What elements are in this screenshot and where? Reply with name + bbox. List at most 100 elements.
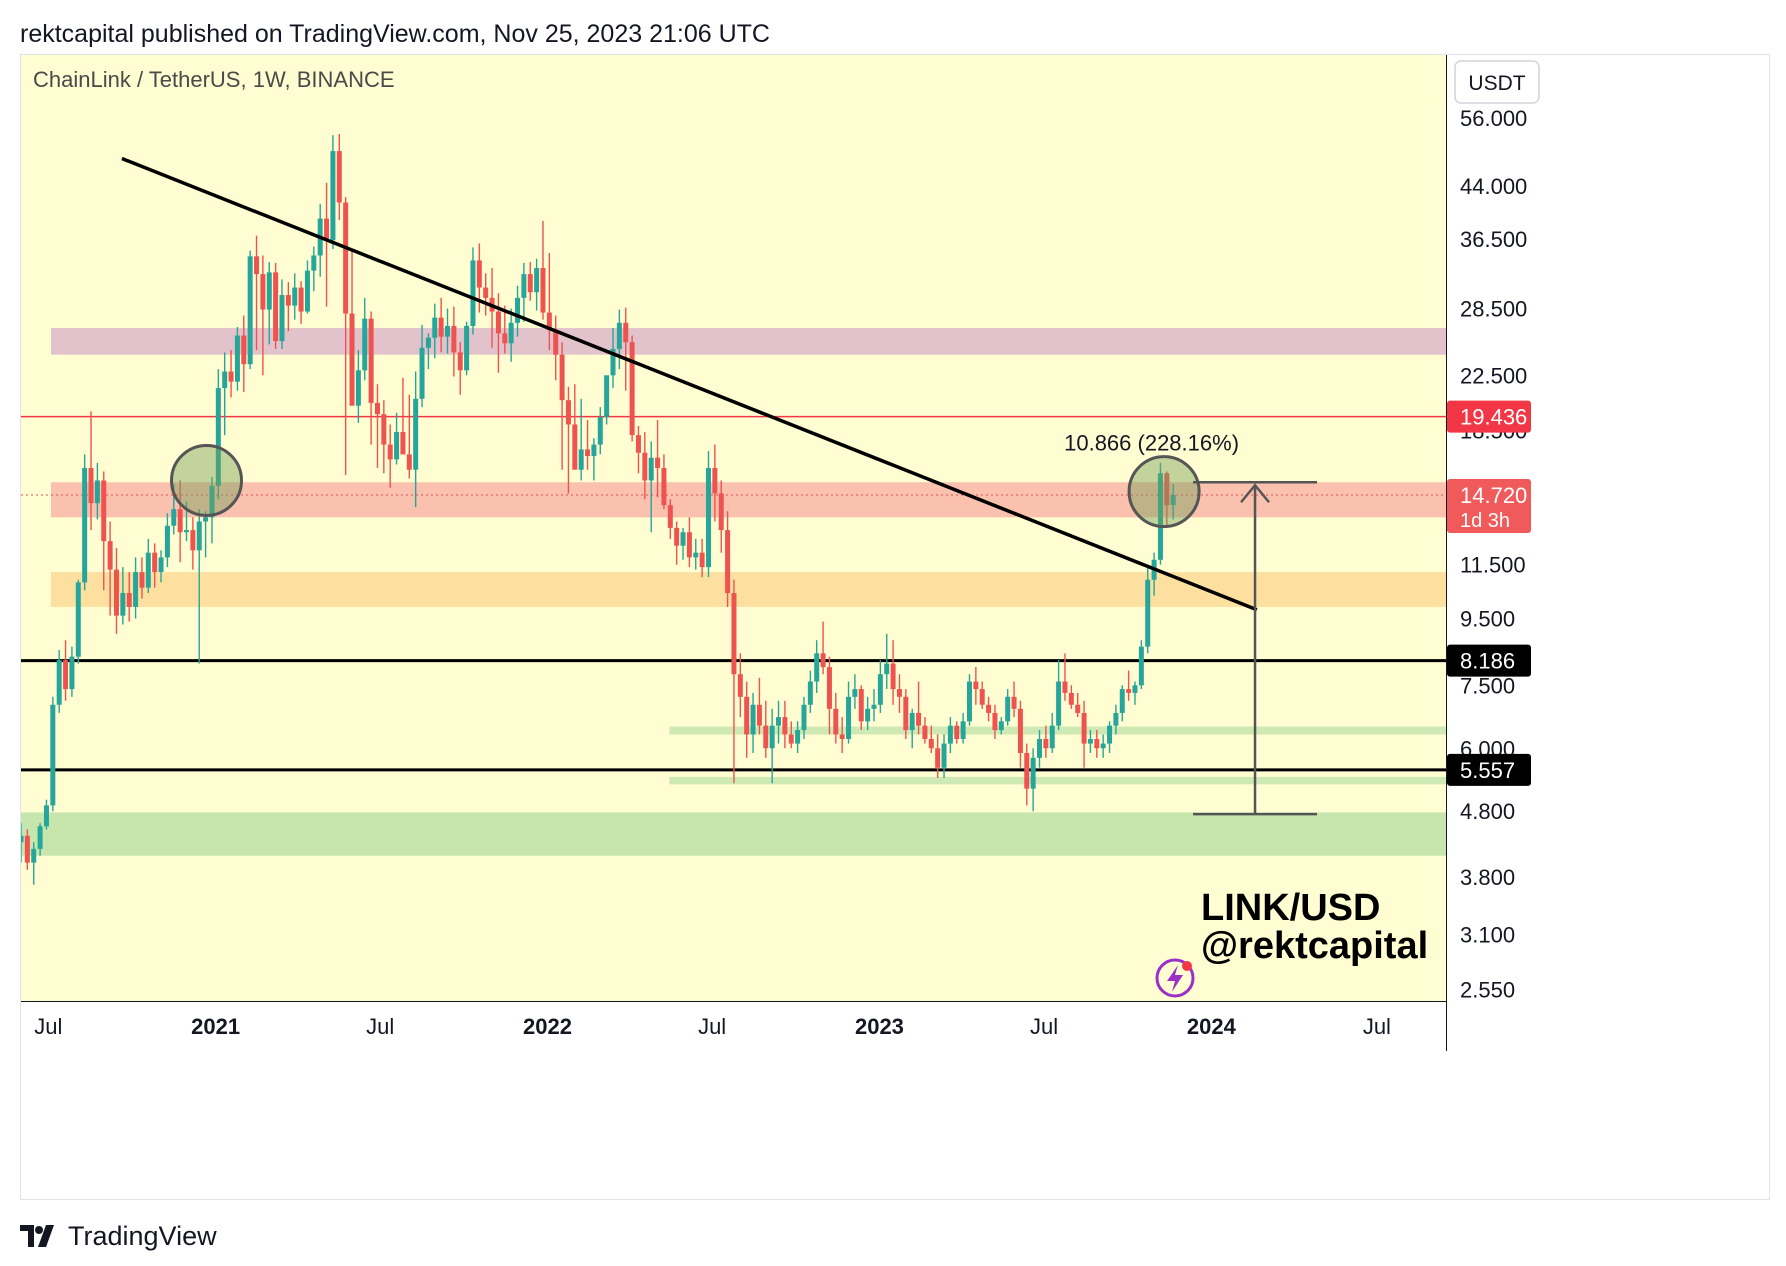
candle-body [43,805,49,827]
candle-body [184,530,190,533]
tradingview-logo[interactable]: TradingView [20,1218,217,1254]
candle-body [279,295,285,342]
price-tick-label: 36.500 [1460,227,1527,252]
candle-body [591,444,597,457]
watermark-handle: @rektcapital [1201,925,1428,967]
candle-body [884,663,890,675]
price-label-box [1447,753,1531,786]
candle-body [209,485,215,518]
candle-body [432,317,438,338]
candle-body [534,268,540,293]
price-tick-label: 3.100 [1460,923,1515,948]
candle-body [540,268,546,313]
candle-body [311,255,317,271]
candle-body [629,342,635,436]
candle-body [966,681,972,722]
candle-body [718,493,724,531]
candle-body [1049,725,1055,749]
candle-body [31,848,37,863]
candle-body [979,689,985,705]
candle-body [782,717,788,735]
lightning-bolt-icon [1167,965,1183,992]
candle-body [63,660,69,690]
chart-panel[interactable]: 10.866 (228.16%) LINK/USD @rektcapital US… [20,54,1770,1200]
chart-canvas[interactable]: 10.866 (228.16%) LINK/USD@rektcapital US… [21,55,1771,1201]
candle-body [222,371,228,389]
candle-body [922,725,928,740]
candle-body [228,371,234,382]
time-tick-label: Jul [34,1014,62,1039]
breakout-circle-2023 [1127,455,1201,529]
candle-body [750,704,756,735]
candle-body [903,696,909,731]
candle-body [941,743,947,768]
candle-body [788,734,794,744]
tradingview-brand-text: TradingView [68,1220,217,1251]
candle-body [1100,743,1106,749]
price-label-value: 19.436 [1460,405,1527,430]
candle-body [24,835,30,863]
support-zone-orange [51,572,1446,607]
candle-body [604,375,610,418]
support-zone-green-lower [669,776,1446,785]
candle-body [699,552,705,568]
candle-body [266,272,272,310]
time-tick-label: Jul [698,1014,726,1039]
candle-body [1170,495,1176,506]
price-tick-label: 9.500 [1460,607,1515,632]
support-zone-green-upper [669,726,1446,735]
candle-body [1075,704,1081,713]
currency-button [1454,60,1540,104]
measure-arrow-head [1240,483,1270,504]
candle-body [1005,696,1011,722]
candle-body [795,730,801,744]
candle-body [349,313,355,406]
candle-body [1087,739,1093,744]
candle-body [203,517,209,522]
candle-body [846,696,852,740]
candle-body [578,449,584,470]
candle-body [113,569,119,616]
candle-body [712,467,718,494]
candle-body [871,704,877,709]
candle-body [852,689,858,697]
candle-body [756,704,762,726]
candle-body [1113,712,1119,726]
time-tick-label: Jul [366,1014,394,1039]
currency-label: USDT [1468,72,1525,95]
candle-body [285,295,291,306]
price-tick-label: 4.800 [1460,799,1515,824]
candle-body [406,454,412,470]
candle-body [69,656,75,690]
candle-body [107,541,113,570]
time-tick-label: Jul [1363,1014,1391,1039]
candle-body [801,704,807,731]
candle-body [120,593,126,616]
candle-body [744,696,750,735]
candle-body [928,739,934,749]
candle-body [1030,757,1036,789]
candle-body [769,725,775,749]
breakout-circle-2020 [170,443,244,517]
candle-body [1157,473,1163,560]
candle-body [234,335,240,382]
candle-body [362,318,368,371]
candle-body [655,457,661,468]
candle-body [935,748,941,768]
candle-body [145,552,151,588]
candle-body [387,444,393,460]
candle-body [190,530,196,551]
candle-body [368,318,374,403]
candle-body [667,505,673,528]
candle-body [444,325,450,337]
lightning-badge-icon [1155,958,1195,998]
price-label-box [1447,479,1531,534]
candle-body [355,370,361,406]
candle-body [438,317,444,337]
candle-body [152,552,158,573]
candle-body [954,725,960,740]
price-tick-label: 22.500 [1460,363,1527,388]
candle-body [292,287,298,306]
candle-body [674,527,680,546]
downtrend-line [121,156,1258,612]
